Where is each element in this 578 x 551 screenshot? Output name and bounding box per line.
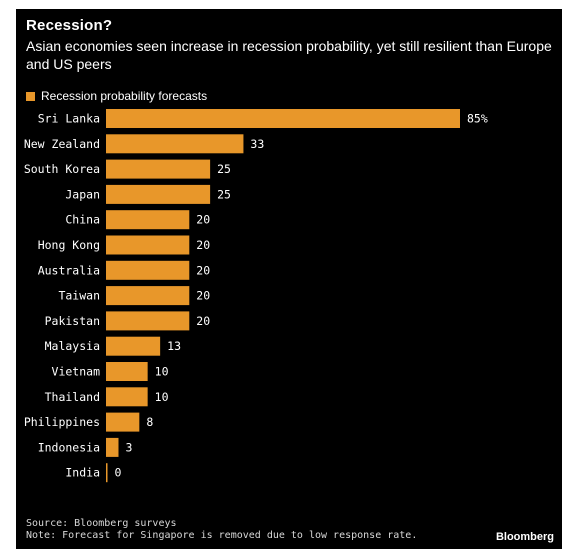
- legend-swatch: [26, 91, 35, 101]
- bar: [106, 387, 148, 407]
- category-label: Philippines: [24, 415, 100, 429]
- category-label: Hong Kong: [38, 238, 100, 252]
- bar: [106, 184, 211, 204]
- legend: Recession probability forecasts: [26, 89, 207, 103]
- value-label: 20: [196, 238, 210, 252]
- category-label: Taiwan: [58, 289, 100, 303]
- category-label: Sri Lanka: [38, 112, 100, 126]
- bar: [106, 311, 190, 331]
- category-label: Australia: [38, 263, 100, 277]
- category-label: Malaysia: [45, 339, 100, 353]
- bar: [106, 134, 244, 154]
- bar: [106, 362, 148, 381]
- value-label: 3: [125, 440, 132, 454]
- value-label: 10: [155, 390, 169, 404]
- category-label: Thailand: [45, 390, 100, 404]
- chart-title: Recession?: [26, 17, 113, 34]
- category-label: Vietnam: [52, 365, 101, 379]
- value-label: 8: [146, 415, 153, 429]
- value-label: 20: [196, 314, 210, 328]
- value-label: 20: [196, 289, 210, 303]
- value-label: 25: [217, 187, 231, 201]
- bar: [106, 210, 190, 230]
- value-label: 20: [196, 263, 210, 277]
- bar-chart: Sri Lanka 85% New Zealand 33 South Korea 25 Ja…: [24, 109, 488, 483]
- bar: [106, 437, 119, 457]
- bar: [106, 412, 140, 432]
- value-label: 10: [155, 365, 169, 379]
- bar: [106, 159, 211, 179]
- legend-label: Recession probability forecasts: [41, 89, 208, 103]
- bar: [106, 235, 190, 255]
- value-label: 33: [250, 137, 264, 151]
- value-label: 20: [196, 213, 210, 227]
- value-label: 13: [167, 339, 181, 353]
- category-label: New Zealand: [24, 137, 100, 151]
- chart-subtitle: Asian economies seen increase in recessi…: [26, 38, 552, 72]
- bar: [106, 286, 190, 306]
- source-text: Source: Bloomberg surveys: [26, 518, 177, 529]
- category-label: China: [65, 213, 100, 227]
- value-label: 85%: [467, 112, 488, 126]
- footnote-text: Note: Forecast for Singapore is removed …: [26, 530, 418, 541]
- chart-card: Recession? Asian economies seen increase…: [16, 9, 562, 549]
- category-label: Pakistan: [45, 314, 100, 328]
- source-note: Source: Bloomberg surveys Note: Forecast…: [26, 518, 417, 542]
- value-label: 0: [115, 466, 122, 480]
- bar: [106, 463, 108, 483]
- category-label: Indonesia: [38, 440, 100, 454]
- bar: [106, 109, 460, 128]
- category-label: Japan: [65, 187, 100, 201]
- bar: [106, 260, 190, 280]
- bar: [106, 336, 161, 356]
- category-label: India: [65, 466, 100, 480]
- brand-logo: Bloomberg: [495, 531, 554, 543]
- value-label: 25: [217, 162, 231, 176]
- category-label: South Korea: [24, 162, 100, 176]
